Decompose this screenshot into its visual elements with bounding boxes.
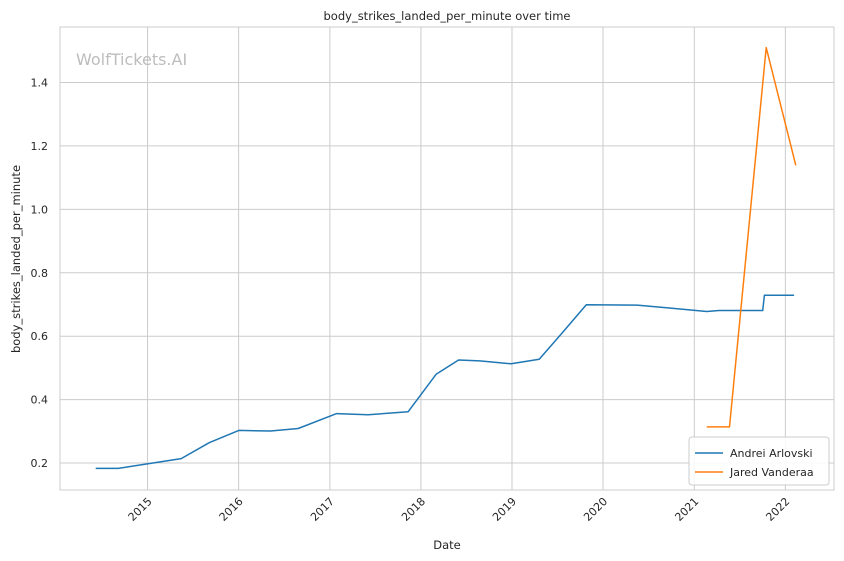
y-axis-title: body_strikes_landed_per_minute	[9, 165, 23, 353]
series-line-andrei-arlovski	[95, 294, 795, 470]
x-axis-title: Date	[433, 538, 461, 552]
y-tick-label: 0.8	[31, 267, 49, 280]
series-line-jared-vanderaa	[706, 46, 797, 428]
legend-label-jared-vanderaa: Jared Vanderaa	[729, 466, 814, 479]
watermark: WolfTickets.AI	[76, 50, 187, 69]
y-tick-labels: 0.2 0.4 0.6 0.8 1.0 1.2 1.4	[31, 76, 49, 470]
legend-label-andrei-arlovski: Andrei Arlovski	[730, 447, 813, 460]
y-tick-label: 1.0	[31, 203, 49, 216]
chart-title: body_strikes_landed_per_minute over time	[324, 9, 571, 23]
plot-frame	[59, 26, 835, 491]
y-tick-label: 1.2	[31, 140, 49, 153]
legend: Andrei Arlovski Jared Vanderaa	[688, 436, 830, 486]
y-tick-label: 0.2	[31, 457, 49, 470]
legend-box	[688, 436, 830, 486]
series-layer	[95, 46, 797, 470]
grid	[60, 27, 834, 490]
y-tick-label: 0.6	[31, 330, 49, 343]
y-tick-label: 1.4	[31, 76, 49, 89]
y-tick-label: 0.4	[31, 394, 49, 407]
